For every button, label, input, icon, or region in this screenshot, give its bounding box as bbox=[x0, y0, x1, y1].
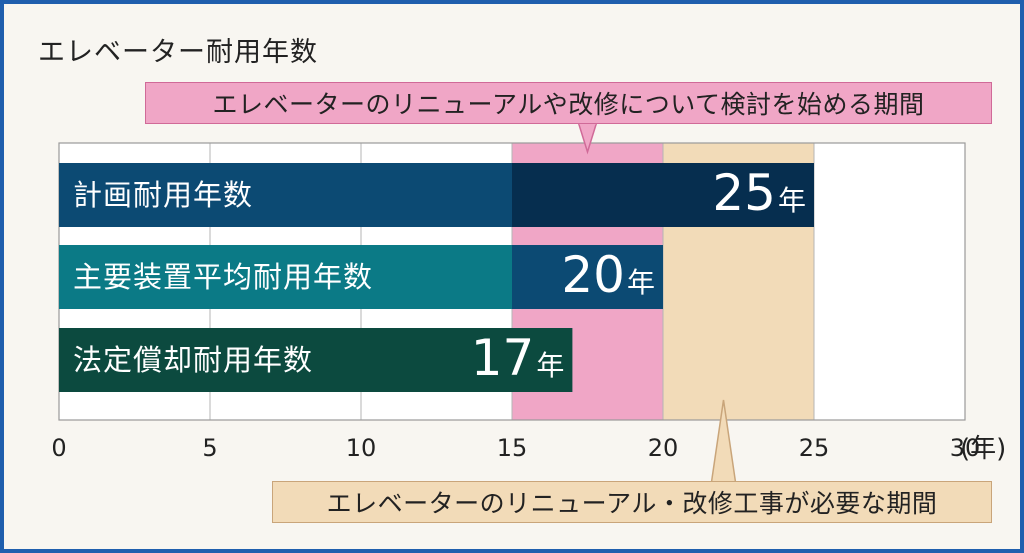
bar-label-planned-life: 計画耐用年数 bbox=[73, 178, 254, 212]
x-tick-label: 15 bbox=[496, 434, 528, 462]
x-tick-label: 25 bbox=[798, 434, 830, 462]
bar-value-legal-depreciation-life: 17年 bbox=[470, 329, 565, 387]
bar-legal-depreciation-life bbox=[59, 328, 573, 392]
x-tick-label: 20 bbox=[647, 434, 679, 462]
bar-value-main-equipment-life: 20年 bbox=[561, 246, 655, 304]
bar-value-planned-life: 25年 bbox=[712, 164, 806, 222]
chart-title: エレベーター耐用年数 bbox=[38, 37, 318, 68]
bar-planned-life bbox=[59, 163, 512, 227]
callout-work-required-period: エレベーターのリニューアル・改修工事が必要な期間 bbox=[272, 481, 992, 523]
bar-label-legal-depreciation-life: 法定償却耐用年数 bbox=[73, 343, 314, 377]
bar-planned-life-overlap bbox=[512, 163, 814, 227]
x-tick-label: 30 bbox=[949, 434, 981, 462]
bar-main-equipment-life-overlap bbox=[512, 245, 663, 309]
x-tick-label: 0 bbox=[51, 434, 67, 462]
callout-consideration-period: エレベーターのリニューアルや改修について検討を始める期間 bbox=[145, 82, 992, 124]
x-tick-label: 5 bbox=[202, 434, 218, 462]
bar-main-equipment-life bbox=[59, 245, 512, 309]
x-axis-unit-label: (年) bbox=[960, 434, 1007, 464]
bar-label-main-equipment-life: 主要装置平均耐用年数 bbox=[73, 260, 374, 294]
x-tick-label: 10 bbox=[345, 434, 377, 462]
